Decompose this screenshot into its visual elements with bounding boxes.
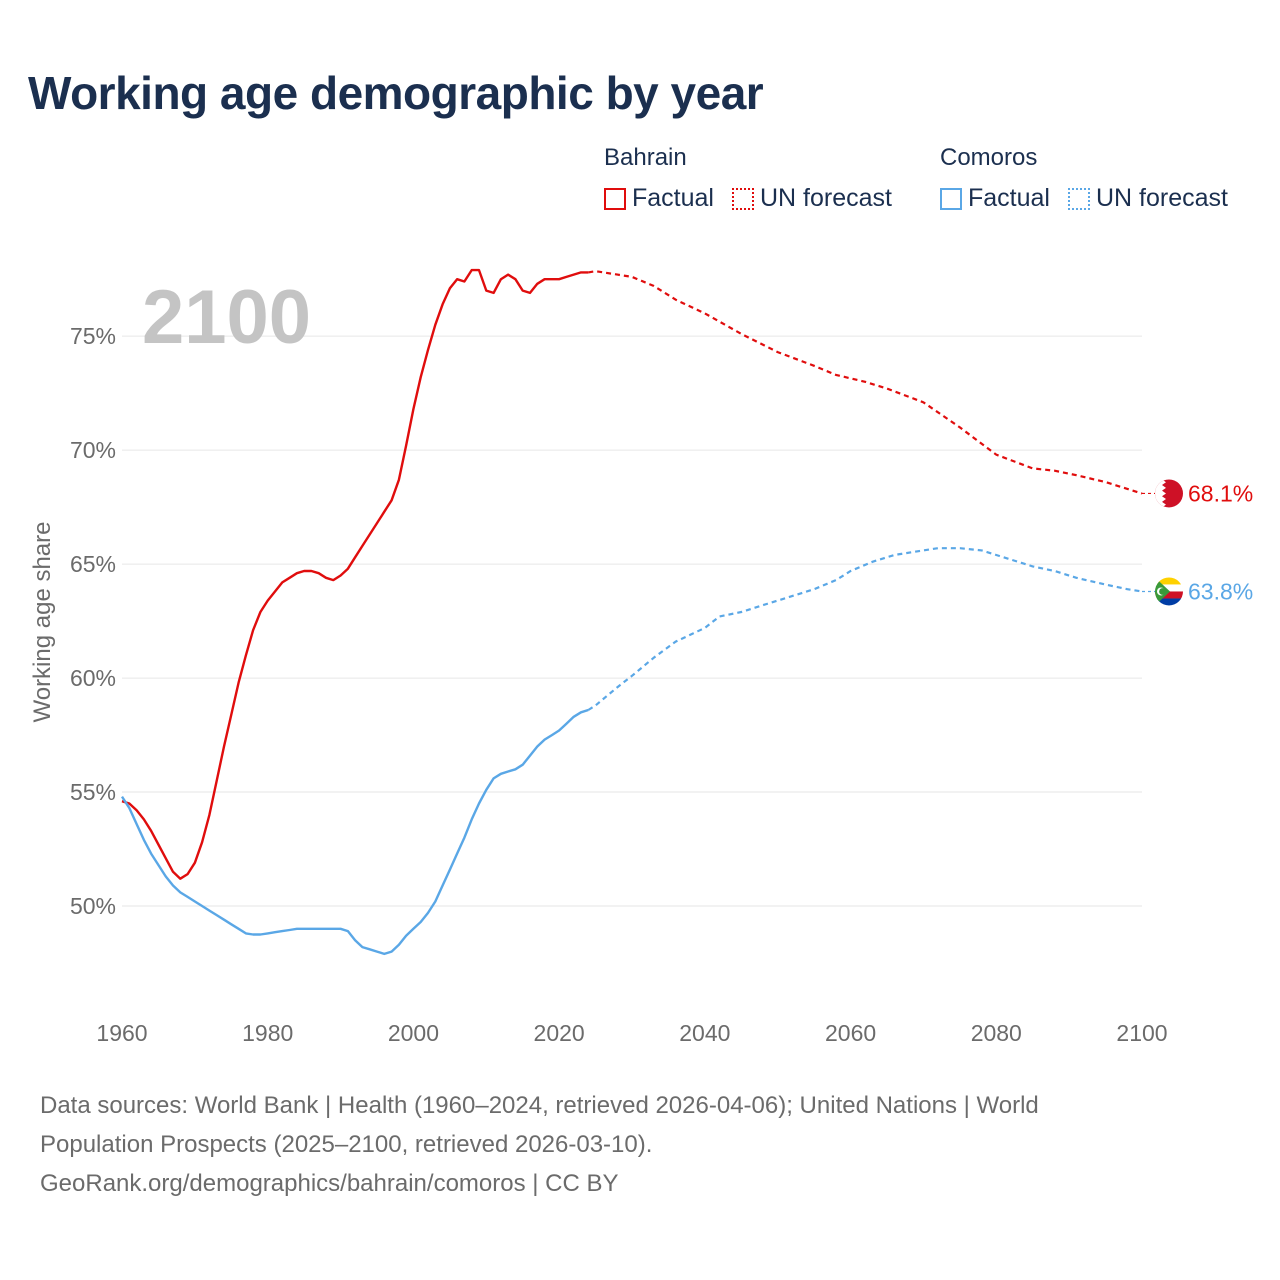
end-value-label: 63.8%: [1188, 578, 1253, 604]
comoros-flag-icon: [1155, 577, 1183, 606]
legend-label: Factual: [968, 184, 1050, 212]
end-markers: 68.1% 63.8%: [1142, 479, 1253, 606]
y-axis-label: Working age share: [29, 522, 56, 723]
legend-item-bahrain-forecast[interactable]: UN forecast: [731, 184, 892, 213]
x-tick-label: 2060: [825, 1020, 876, 1046]
legend-item-comoros-forecast[interactable]: UN forecast: [1067, 184, 1228, 213]
legend-label: UN forecast: [759, 184, 892, 212]
gridlines: [122, 335, 1142, 907]
series-line-forecast-bahrain: [588, 270, 1143, 495]
x-tick-label: 1960: [96, 1020, 147, 1046]
flag-hoist: [1155, 479, 1162, 508]
footer-line: Data sources: World Bank | Health (1960–…: [40, 1092, 1039, 1119]
legend-swatch-dotted-icon: [1067, 187, 1090, 210]
flag-stripe: [1155, 577, 1183, 585]
legend-label: UN forecast: [1095, 184, 1228, 212]
y-tick-label: 75%: [70, 323, 116, 349]
x-tick-label: 1980: [242, 1020, 293, 1046]
chart-title: Working age demographic by year: [28, 67, 764, 119]
flag-stripe: [1155, 591, 1183, 599]
legend-item-comoros-factual[interactable]: Factual: [940, 184, 1050, 213]
end-value-label: 68.1%: [1188, 480, 1253, 506]
y-tick-label: 70%: [70, 437, 116, 463]
x-tick-label: 2080: [971, 1020, 1022, 1046]
x-tick-label: 2020: [534, 1020, 585, 1046]
flag-stripe: [1155, 584, 1183, 592]
legend-label: Factual: [632, 184, 714, 212]
footer-line: GeoRank.org/demographics/bahrain/comoros…: [40, 1170, 619, 1197]
flag-serration: [1162, 479, 1166, 508]
x-tick-label: 2100: [1116, 1020, 1167, 1046]
y-tick-label: 65%: [70, 551, 116, 577]
y-axis-ticks: 50% 55% 60% 65% 70% 75%: [70, 323, 116, 919]
legend-group-bahrain: Bahrain Factual UN forecast: [604, 144, 892, 213]
series-lines: [120, 268, 1143, 956]
flag-stripe: [1155, 598, 1183, 606]
line-chart: 50% 55% 60% 65% 70% 75% 1960 1980 2000 2020 2040 2…: [29, 268, 1253, 1046]
y-tick-label: 55%: [70, 779, 116, 805]
legend-country-comoros: Comoros: [940, 144, 1038, 171]
series-line-factual-comoros: [120, 708, 589, 956]
series-line-factual-bahrain: [121, 268, 589, 880]
legend-country-bahrain: Bahrain: [604, 144, 687, 171]
footer-sources: Data sources: World Bank | Health (1960–…: [40, 1086, 1240, 1203]
series-line-forecast-comoros: [587, 547, 1143, 711]
legend-swatch-solid-icon: [940, 187, 962, 210]
x-tick-label: 2040: [679, 1020, 730, 1046]
year-watermark: 2100: [142, 275, 311, 360]
legend-item-bahrain-factual[interactable]: Factual: [604, 184, 714, 213]
legend-group-comoros: Comoros Factual UN forecast: [940, 144, 1228, 213]
x-tick-label: 2000: [388, 1020, 439, 1046]
flag-crescent-cut: [1159, 588, 1166, 595]
bahrain-flag-icon: [1155, 479, 1183, 508]
x-axis-ticks: 1960 1980 2000 2020 2040 2060 2080 2100: [96, 1020, 1167, 1046]
y-tick-label: 60%: [70, 665, 116, 691]
legend-swatch-dotted-icon: [731, 187, 754, 210]
legend-swatch-solid-icon: [604, 187, 626, 210]
footer-line: Population Prospects (2025–2100, retriev…: [40, 1131, 653, 1158]
y-tick-label: 50%: [70, 893, 116, 919]
